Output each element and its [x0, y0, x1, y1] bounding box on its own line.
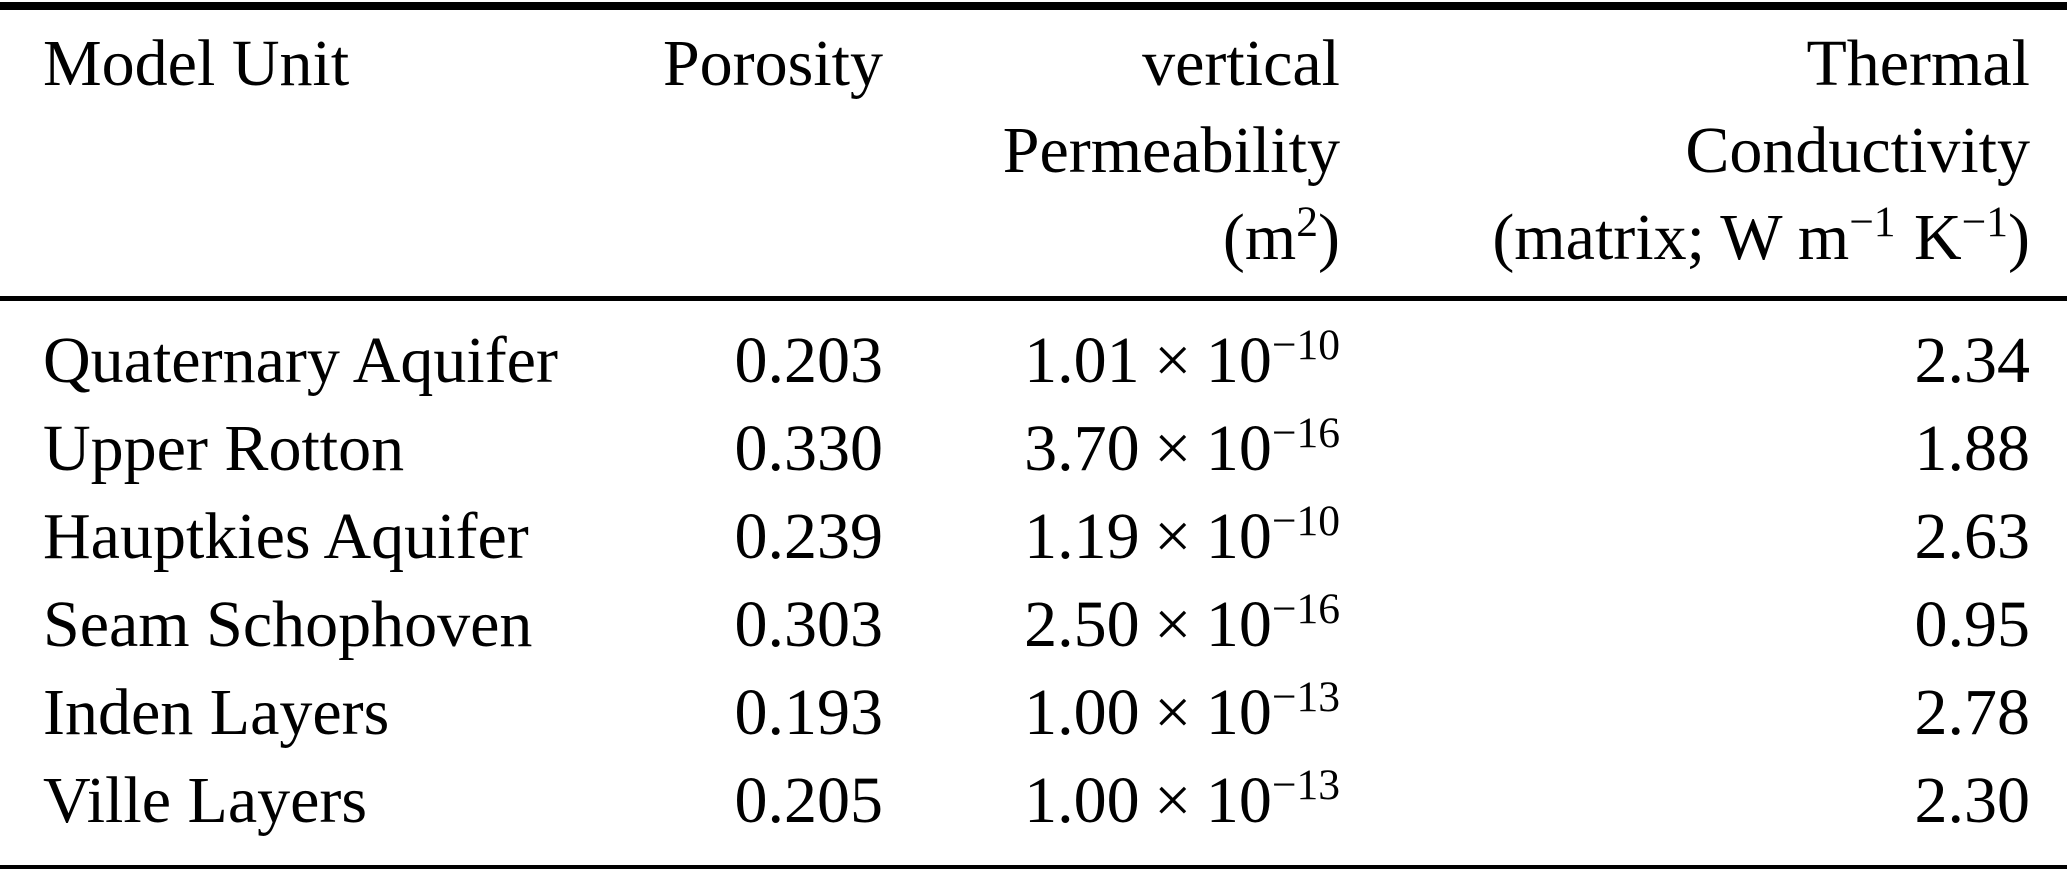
cell-porosity: 0.303	[734, 588, 884, 661]
cell-model-unit: Upper Rotton	[43, 412, 405, 485]
unit-open: (m	[1222, 201, 1297, 274]
header-label: Porosity	[662, 27, 883, 100]
header-label-line2: Permeability	[1002, 114, 1340, 187]
header-label: Model Unit	[43, 27, 350, 100]
perm-coefficient: 2.50	[1024, 588, 1140, 661]
cell-porosity: 0.203	[734, 324, 884, 397]
multiplication-sign: ×	[1154, 500, 1192, 573]
cell-thermal-conductivity: 2.34	[1914, 324, 2031, 397]
unit-exponent-2: −1	[1961, 198, 2009, 247]
cell-thermal-conductivity: 2.30	[1914, 764, 2031, 837]
table-row: Inden Layers 0.193 1.00 × 10−13 2.78	[0, 669, 2067, 757]
table-row: Upper Rotton 0.330 3.70 × 10−16 1.88	[0, 405, 2067, 493]
cell-porosity: 0.239	[734, 500, 884, 573]
multiplication-sign: ×	[1154, 588, 1192, 661]
perm-exponent: −16	[1271, 409, 1340, 458]
multiplication-sign: ×	[1154, 676, 1192, 749]
cell-thermal-conductivity: 2.63	[1914, 500, 2031, 573]
multiplication-sign: ×	[1154, 412, 1192, 485]
multiplication-sign: ×	[1154, 324, 1192, 397]
cell-permeability: 2.50 × 10−16	[883, 581, 1340, 669]
unit-exponent: 2	[1296, 198, 1319, 247]
unit-exponent-1: −1	[1849, 198, 1896, 247]
cell-model-unit: Inden Layers	[43, 676, 390, 749]
perm-exponent: −10	[1271, 497, 1340, 546]
cell-porosity: 0.193	[734, 676, 884, 749]
perm-coefficient: 3.70	[1024, 412, 1140, 485]
col-header-model-unit: Model Unit	[0, 6, 640, 299]
perm-exponent: −13	[1271, 673, 1340, 722]
perm-exponent: −13	[1271, 761, 1340, 810]
unit-mid: K	[1914, 201, 1962, 274]
col-header-porosity: Porosity	[640, 6, 883, 299]
cell-model-unit: Hauptkies Aquifer	[43, 500, 529, 573]
perm-coefficient: 1.00	[1024, 676, 1140, 749]
cell-thermal-conductivity: 0.95	[1914, 588, 2031, 661]
perm-base: 10	[1205, 500, 1272, 573]
table-row: Ville Layers 0.205 1.00 × 10−13 2.30	[0, 757, 2067, 869]
perm-base: 10	[1205, 676, 1272, 749]
cell-permeability: 1.01 × 10−10	[883, 299, 1340, 406]
table-body: Quaternary Aquifer 0.203 1.01 × 10−10 2.34…	[0, 299, 2067, 869]
multiplication-sign: ×	[1154, 764, 1192, 837]
col-header-vertical-permeability: vertical Permeability (m2)	[883, 6, 1340, 299]
cell-permeability: 3.70 × 10−16	[883, 405, 1340, 493]
perm-coefficient: 1.19	[1024, 500, 1140, 573]
cell-model-unit: Seam Schophoven	[43, 588, 533, 661]
perm-base: 10	[1205, 588, 1272, 661]
cell-permeability: 1.00 × 10−13	[883, 757, 1340, 869]
table-row: Quaternary Aquifer 0.203 1.01 × 10−10 2.34	[0, 299, 2067, 406]
unit-close: )	[1318, 201, 1340, 274]
table-row: Hauptkies Aquifer 0.239 1.19 × 10−10 2.63	[0, 493, 2067, 581]
header-label-line1: Thermal	[1806, 27, 2030, 100]
header-row: Model Unit Porosity vertical Permeabilit…	[0, 6, 2067, 299]
perm-coefficient: 1.00	[1024, 764, 1140, 837]
perm-base: 10	[1205, 324, 1272, 397]
unit-pre: (matrix; W m	[1492, 201, 1850, 274]
cell-thermal-conductivity: 1.88	[1914, 412, 2031, 485]
cell-model-unit: Ville Layers	[43, 764, 368, 837]
table-row: Seam Schophoven 0.303 2.50 × 10−16 0.95	[0, 581, 2067, 669]
perm-base: 10	[1205, 412, 1272, 485]
header-label-line1: vertical	[1142, 27, 1340, 100]
cell-porosity: 0.205	[734, 764, 884, 837]
perm-base: 10	[1205, 764, 1272, 837]
cell-porosity: 0.330	[734, 412, 884, 485]
header-unit-line: (m2)	[883, 194, 1340, 281]
cell-permeability: 1.19 × 10−10	[883, 493, 1340, 581]
cell-thermal-conductivity: 2.78	[1914, 676, 2031, 749]
header-label-line2: Conductivity	[1685, 114, 2030, 187]
cell-model-unit: Quaternary Aquifer	[43, 324, 558, 397]
perm-exponent: −16	[1271, 585, 1340, 634]
unit-close: )	[2008, 201, 2030, 274]
header-unit-line: (matrix; W m−1 K−1)	[1340, 194, 2030, 281]
col-header-thermal-conductivity: Thermal Conductivity (matrix; W m−1 K−1)	[1340, 6, 2067, 299]
perm-coefficient: 1.01	[1024, 324, 1140, 397]
perm-exponent: −10	[1271, 321, 1340, 370]
cell-permeability: 1.00 × 10−13	[883, 669, 1340, 757]
table-header: Model Unit Porosity vertical Permeabilit…	[0, 6, 2067, 299]
